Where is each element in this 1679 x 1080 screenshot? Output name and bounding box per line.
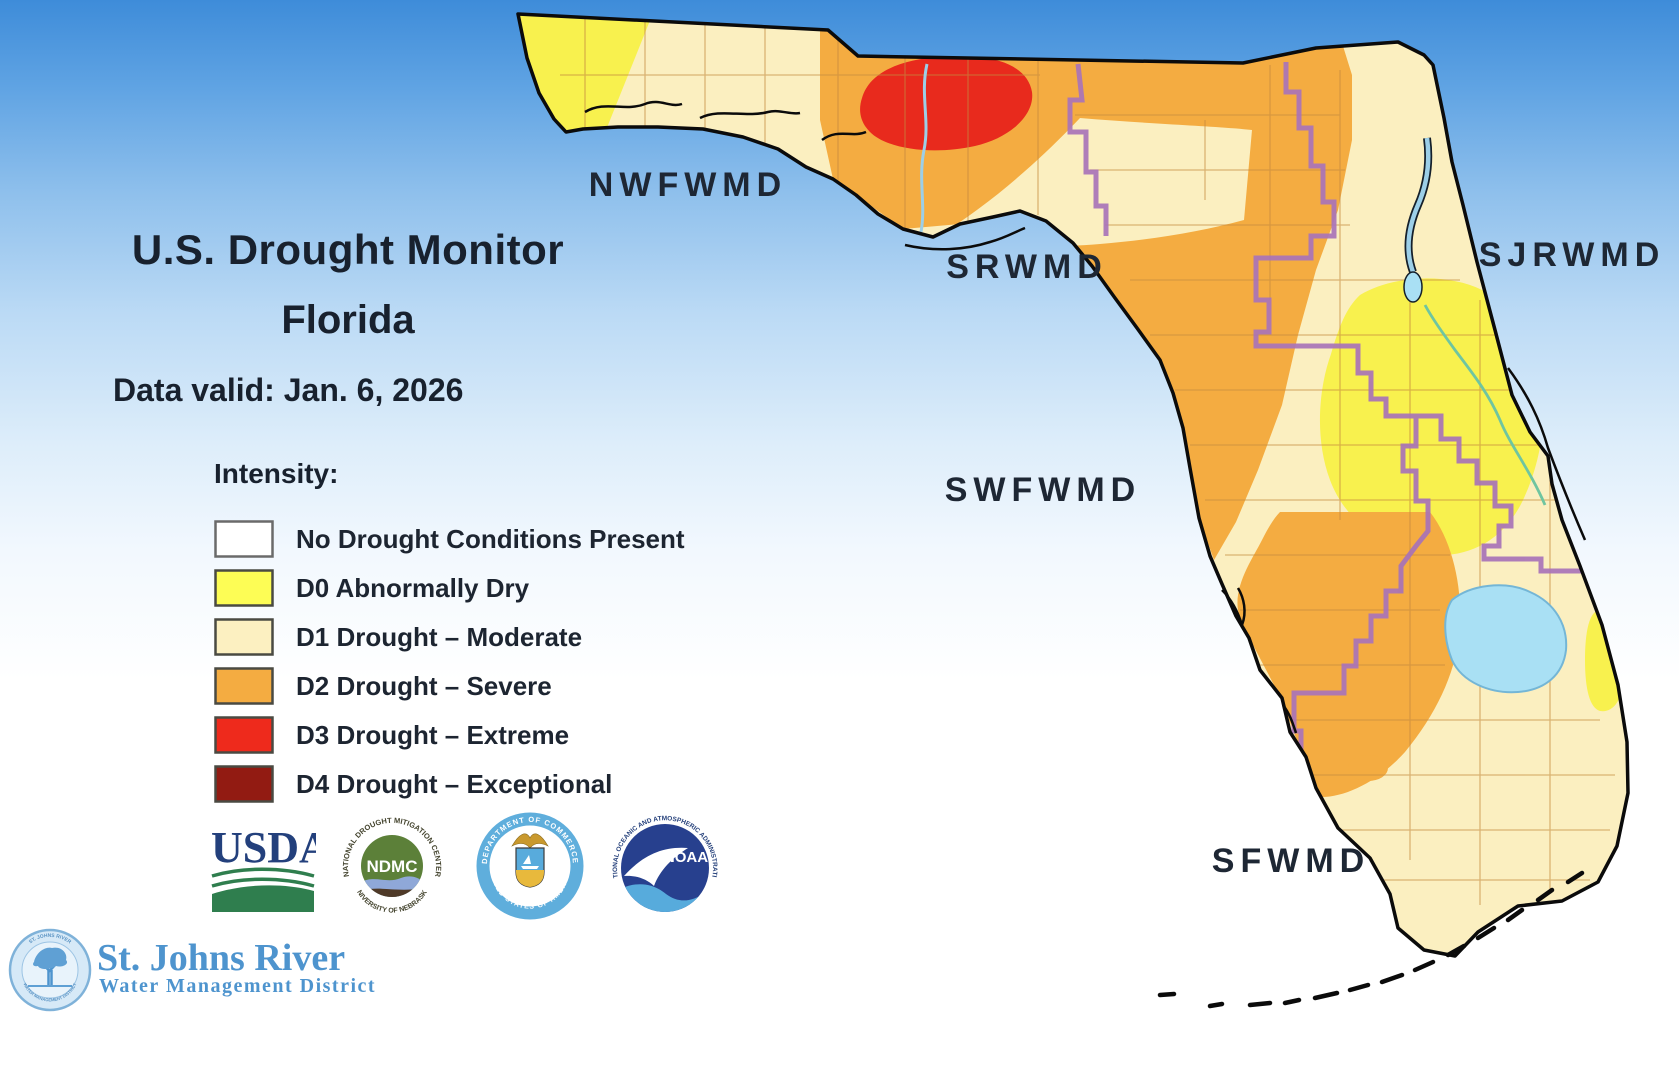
apalachicola-river [919, 63, 929, 233]
st-johns-river-lower [1406, 137, 1431, 273]
commerce-logo: DEPARTMENT OF COMMERCE UNITED STATES OF … [476, 812, 584, 920]
page-subtitle-region: Florida [281, 298, 415, 342]
label-sjrwmd: SJRWMD [1479, 236, 1666, 274]
legend-label-none: No Drought Conditions Present [296, 523, 685, 554]
legend-swatch-d0 [214, 569, 274, 607]
page-title: U.S. Drought Monitor [131, 226, 565, 273]
sjrwmd-org-name: St. Johns River [97, 937, 346, 979]
label-srwmd: SRWMD [946, 248, 1108, 286]
legend-row-d0: D0 Abnormally Dry [214, 569, 685, 607]
legend-label-d4: D4 Drought – Exceptional [296, 768, 613, 799]
swfwmd-sfwmd-boundary [1288, 416, 1431, 812]
lake-george [1403, 271, 1423, 303]
doc-shield-base [516, 870, 544, 887]
florida-coastline [516, 12, 1630, 958]
d3-extreme-region [860, 55, 1033, 151]
usda-field-arc-2 [211, 877, 315, 888]
usda-field-arc-1 [211, 867, 315, 878]
wmd-boundaries [1067, 62, 1606, 812]
nwfwmd-srwmd-boundary [1067, 63, 1109, 236]
doc-eagle [511, 833, 549, 849]
doc-ship [521, 855, 539, 869]
d2-small-patch [1348, 755, 1388, 781]
sjrwmd-tree-canopy [33, 947, 68, 969]
legend-row-d3: D3 Drought – Extreme [214, 716, 685, 754]
noaa-gull [624, 847, 688, 886]
usda-field-swoosh [212, 885, 314, 912]
srwmd-sjrwmd-boundary [1253, 62, 1416, 419]
legend-swatch-d1 [214, 618, 274, 656]
sjrwmd-sfwmd-boundary [1416, 413, 1606, 574]
label-nwfwmd: NWFWMD [589, 166, 787, 204]
doc-seal-ring [476, 812, 584, 920]
legend-label-d1: D1 Drought – Moderate [296, 621, 583, 652]
st-johns-river-upper [1423, 304, 1547, 506]
noaa-center-text: NOAA [664, 849, 708, 866]
coastal-bays [584, 100, 1587, 734]
legend-row-none: No Drought Conditions Present [214, 520, 685, 558]
data-valid-date: Data valid: Jan. 6, 2026 [113, 372, 464, 408]
ndmc-center-text: NDMC [367, 857, 418, 876]
noaa-logo: NATIONAL OCEANIC AND ATMOSPHERIC ADMINIS… [610, 812, 718, 912]
florida-keys [1157, 870, 1585, 1009]
district-labels: NWFWMD SRWMD SJRWMD SWFWMD SFWMD [589, 166, 1666, 880]
ndmc-logo: NATIONAL DROUGHT MITIGATION CENTER UNIVE… [338, 812, 445, 919]
usda-logo-text: USDA [211, 823, 316, 872]
legend-row-d4: D4 Drought – Exceptional [214, 765, 685, 803]
legend-swatch-d3 [214, 716, 274, 754]
sjrwmd-seal: ST. JOHNS RIVER WATER MANAGEMENT DISTRIC… [8, 928, 92, 1012]
legend-label-d3: D3 Drought – Extreme [296, 719, 570, 750]
label-swfwmd: SWFWMD [945, 471, 1142, 509]
label-sfwmd: SFWMD [1212, 842, 1370, 880]
legend-label-d0: D0 Abnormally Dry [296, 572, 530, 603]
drought-legend: No Drought Conditions Present D0 Abnorma… [214, 520, 685, 814]
legend-label-d2: D2 Drought – Severe [296, 670, 552, 701]
legend-swatch-d4 [214, 765, 274, 803]
lake-okeechobee [1444, 584, 1568, 694]
legend-swatch-none [214, 520, 274, 558]
sjrwmd-org-subtitle: Water Management District [99, 975, 377, 997]
legend-row-d2: D2 Drought – Severe [214, 667, 685, 705]
legend-heading: Intensity: [214, 458, 339, 489]
legend-row-d1: D1 Drought – Moderate [214, 618, 685, 656]
usda-logo: USDA [211, 823, 316, 912]
legend-swatch-d2 [214, 667, 274, 705]
